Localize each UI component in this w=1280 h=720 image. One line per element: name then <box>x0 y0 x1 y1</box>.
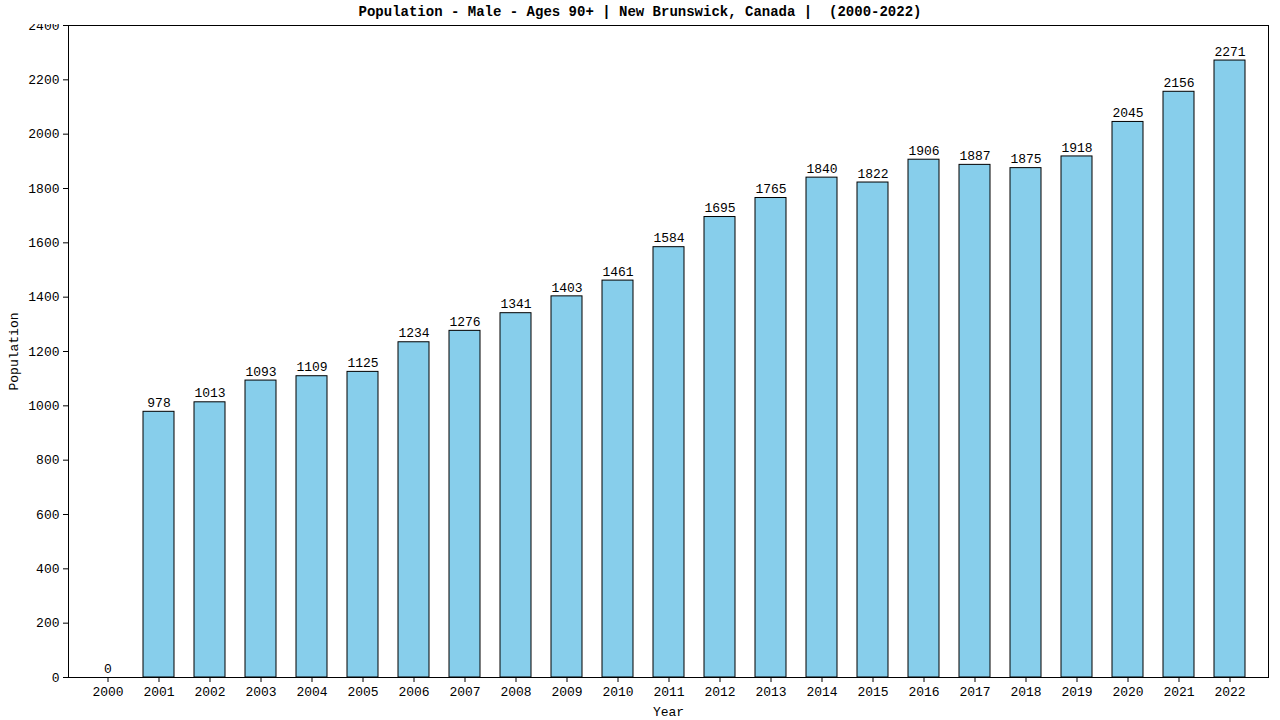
svg-text:2010: 2010 <box>602 685 633 700</box>
svg-text:1600: 1600 <box>28 236 59 251</box>
svg-text:Year: Year <box>653 705 684 720</box>
svg-text:1800: 1800 <box>28 182 59 197</box>
svg-text:2017: 2017 <box>959 685 990 700</box>
svg-text:2156: 2156 <box>1163 76 1194 91</box>
svg-text:1341: 1341 <box>500 297 531 312</box>
svg-text:2006: 2006 <box>398 685 429 700</box>
svg-text:1125: 1125 <box>347 356 378 371</box>
svg-text:2000: 2000 <box>28 127 59 142</box>
svg-text:2008: 2008 <box>500 685 531 700</box>
svg-text:1695: 1695 <box>704 201 735 216</box>
svg-text:1906: 1906 <box>908 144 939 159</box>
svg-text:2012: 2012 <box>704 685 735 700</box>
svg-text:2200: 2200 <box>28 73 59 88</box>
svg-text:1403: 1403 <box>551 281 582 296</box>
svg-text:2271: 2271 <box>1214 45 1245 60</box>
svg-text:1765: 1765 <box>755 182 786 197</box>
svg-text:800: 800 <box>36 453 59 468</box>
svg-text:1276: 1276 <box>449 315 480 330</box>
svg-text:2009: 2009 <box>551 685 582 700</box>
html-text:Population - Male - Ages 90+ |: Population - Male - Ages 90+ | New Bruns… <box>358 4 922 20</box>
svg-text:200: 200 <box>36 616 59 631</box>
svg-text:2045: 2045 <box>1112 106 1143 121</box>
svg-text:2018: 2018 <box>1010 685 1041 700</box>
svg-text:1584: 1584 <box>653 231 684 246</box>
svg-text:1840: 1840 <box>806 162 837 177</box>
svg-text:2015: 2015 <box>857 685 888 700</box>
svg-text:600: 600 <box>36 508 59 523</box>
svg-text:0: 0 <box>52 671 60 686</box>
svg-text:0: 0 <box>104 662 112 677</box>
svg-text:1461: 1461 <box>602 265 633 280</box>
svg-text:1822: 1822 <box>857 167 888 182</box>
svg-text:1013: 1013 <box>194 386 225 401</box>
svg-text:1000: 1000 <box>28 399 59 414</box>
svg-text:1234: 1234 <box>398 326 429 341</box>
svg-text:2011: 2011 <box>653 685 684 700</box>
svg-text:2016: 2016 <box>908 685 939 700</box>
svg-text:2019: 2019 <box>1061 685 1092 700</box>
svg-text:1875: 1875 <box>1010 152 1041 167</box>
svg-text:2007: 2007 <box>449 685 480 700</box>
svg-text:2014: 2014 <box>806 685 837 700</box>
svg-text:2003: 2003 <box>245 685 276 700</box>
svg-text:2013: 2013 <box>755 685 786 700</box>
svg-text:2020: 2020 <box>1112 685 1143 700</box>
svg-text:1887: 1887 <box>959 149 990 164</box>
svg-text:1918: 1918 <box>1061 141 1092 156</box>
svg-text:2400: 2400 <box>28 24 59 34</box>
svg-text:1400: 1400 <box>28 290 59 305</box>
svg-text:2001: 2001 <box>143 685 174 700</box>
svg-text:1093: 1093 <box>245 365 276 380</box>
svg-text:2022: 2022 <box>1214 685 1245 700</box>
svg-text:Population: Population <box>7 312 22 390</box>
svg-text:1109: 1109 <box>296 360 327 375</box>
svg-text:2004: 2004 <box>296 685 327 700</box>
svg-text:400: 400 <box>36 562 59 577</box>
svg-text:2005: 2005 <box>347 685 378 700</box>
svg-text:1200: 1200 <box>28 345 59 360</box>
svg-text:978: 978 <box>147 396 170 411</box>
svg-text:2000: 2000 <box>92 685 123 700</box>
svg-text:2021: 2021 <box>1163 685 1194 700</box>
svg-text:2002: 2002 <box>194 685 225 700</box>
